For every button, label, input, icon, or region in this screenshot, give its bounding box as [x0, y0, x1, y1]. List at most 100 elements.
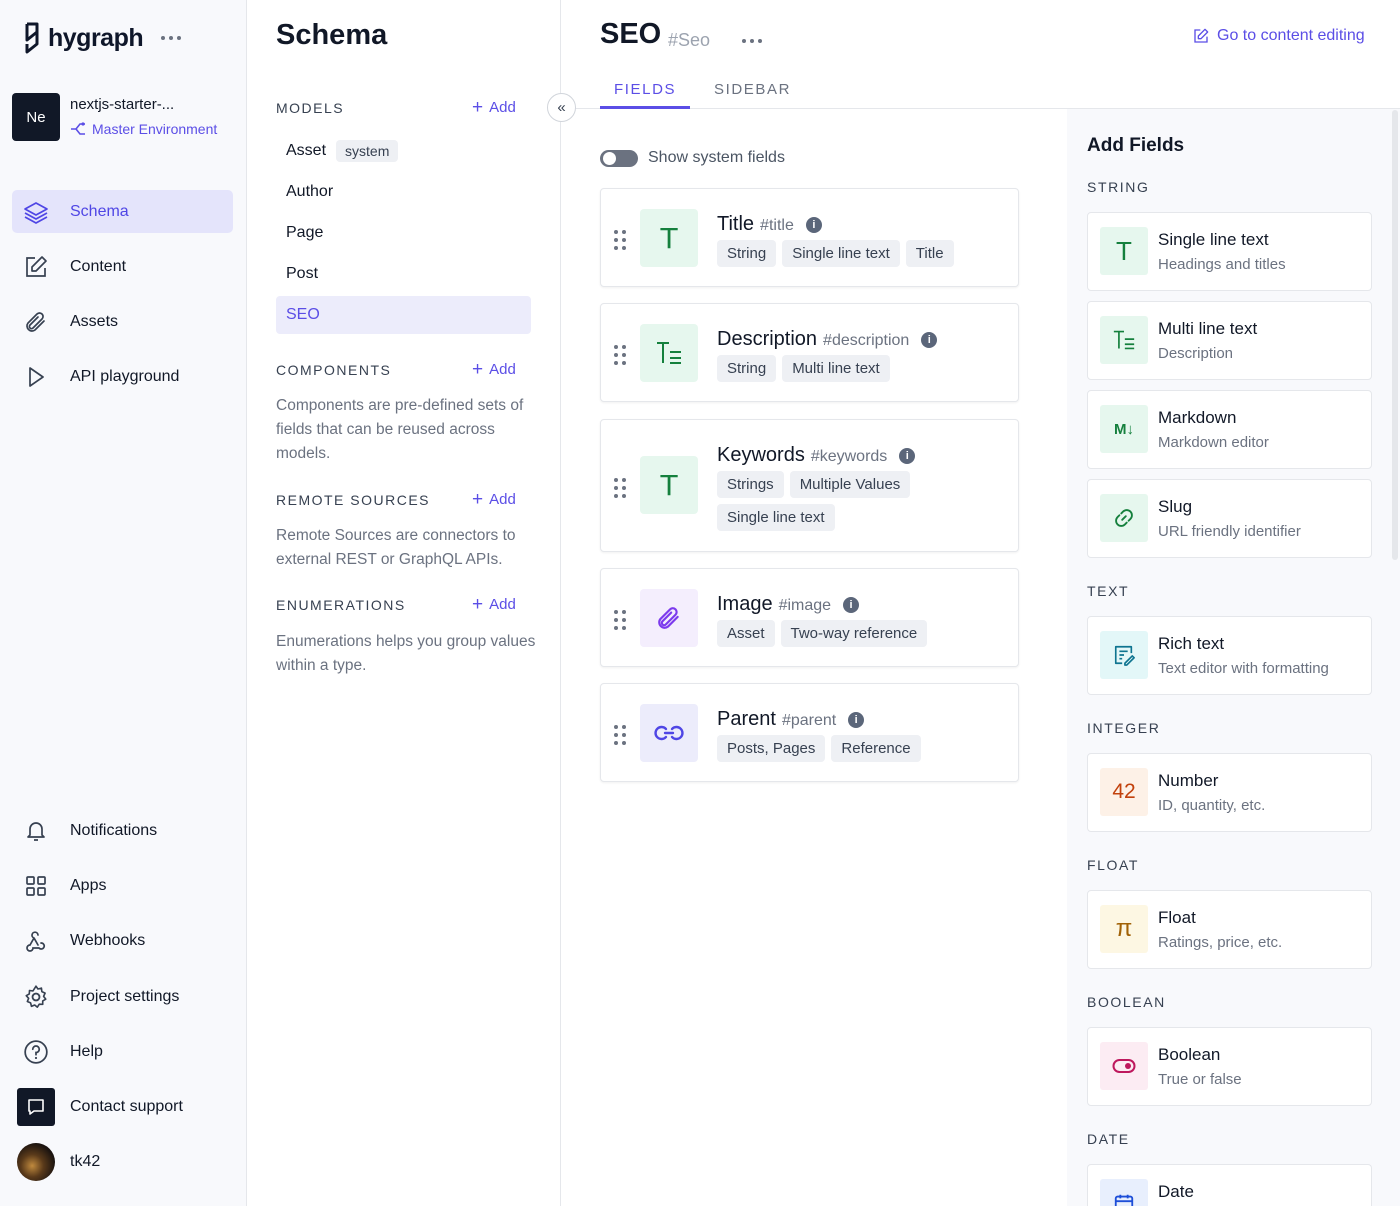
field-name-text: Description [717, 328, 818, 350]
project-name[interactable]: nextjs-starter-... [70, 96, 175, 113]
drag-handle-icon[interactable] [614, 478, 626, 498]
field-name-text: Parent [717, 708, 776, 730]
nav-item-contact-support[interactable]: Contact support [12, 1085, 233, 1128]
field-tag: Multiple Values [789, 471, 911, 498]
model-label: SEO [286, 306, 320, 323]
info-icon[interactable]: i [843, 597, 860, 613]
field-card-title[interactable]: T Title #title i String Single line text T… [600, 188, 1019, 287]
category-float: FLOAT [1087, 857, 1140, 873]
add-label: Add [489, 491, 516, 508]
multiline-text-icon [640, 324, 698, 382]
category-date: DATE [1087, 1131, 1130, 1147]
info-icon[interactable]: i [921, 332, 938, 348]
field-card-keywords[interactable]: T Keywords #keywords i Strings Multiple Va… [600, 419, 1019, 552]
environment-switcher[interactable]: Master Environment [70, 121, 217, 137]
plus-icon: + [472, 594, 484, 615]
add-field-multi-line-text[interactable]: Multi line text Description [1087, 301, 1372, 380]
field-api-id: #image [778, 597, 832, 614]
field-name-text: Image [717, 593, 773, 615]
nav-item-api-playground[interactable]: API playground [12, 355, 233, 398]
model-item-page[interactable]: Page [276, 214, 531, 252]
add-field-desc: Ratings, price, etc. [1158, 934, 1283, 951]
pi-icon: π [1100, 905, 1148, 953]
text-icon: T [640, 209, 698, 267]
add-remote-source-button[interactable]: + Add [472, 490, 516, 509]
add-field-number[interactable]: 42 Number ID, quantity, etc. [1087, 753, 1372, 832]
add-field-rich-text[interactable]: Rich text Text editor with formatting [1087, 616, 1372, 695]
drag-handle-icon[interactable] [614, 725, 626, 745]
model-item-seo[interactable]: SEO [276, 296, 531, 334]
add-model-button[interactable]: + Add [472, 98, 516, 117]
model-item-post[interactable]: Post [276, 255, 531, 293]
add-field-date[interactable]: Date [1087, 1164, 1372, 1206]
field-tag: Strings [717, 471, 784, 498]
apps-grid-icon [22, 872, 50, 900]
add-field-boolean[interactable]: Boolean True or false [1087, 1027, 1372, 1106]
add-fields-panel: Add Fields STRING T Single line text Hea… [1067, 109, 1400, 1206]
project-avatar[interactable]: Ne [12, 93, 60, 141]
layers-icon [22, 198, 50, 226]
tab-fields[interactable]: FIELDS [614, 81, 677, 98]
show-system-fields-toggle[interactable] [600, 150, 638, 167]
info-icon[interactable]: i [805, 217, 822, 233]
drag-handle-icon[interactable] [614, 610, 626, 630]
field-tags: String Multi line text [717, 355, 977, 382]
field-tag: Asset [717, 620, 775, 647]
model-item-asset[interactable]: Asset system [276, 132, 531, 170]
nav-item-notifications[interactable]: Notifications [12, 809, 233, 852]
field-tag: String [717, 355, 777, 382]
nav-item-content[interactable]: Content [12, 245, 233, 288]
hygraph-logo[interactable]: hygraph [22, 22, 182, 54]
schema-title: Schema [276, 19, 388, 51]
model-label: Post [286, 265, 319, 282]
enumerations-heading: ENUMERATIONS [276, 597, 406, 613]
add-enumeration-button[interactable]: + Add [472, 594, 516, 615]
environment-label: Master Environment [92, 121, 218, 137]
add-fields-scrollbar[interactable] [1392, 110, 1398, 560]
info-icon[interactable]: i [848, 712, 865, 728]
nav-item-assets[interactable]: Assets [12, 300, 233, 343]
more-icon[interactable] [742, 39, 762, 43]
nav-item-apps[interactable]: Apps [12, 864, 233, 907]
field-tags: String Single line text Title [717, 240, 1017, 267]
info-icon[interactable]: i [899, 448, 916, 464]
add-component-button[interactable]: + Add [472, 360, 516, 379]
go-to-content-editing-link[interactable]: Go to content editing [1193, 27, 1365, 45]
add-field-desc: Headings and titles [1158, 256, 1286, 273]
field-tag: Single line text [782, 240, 900, 267]
add-label: Add [489, 99, 516, 116]
category-integer: INTEGER [1087, 720, 1161, 736]
drag-handle-icon[interactable] [614, 230, 626, 250]
field-card-parent[interactable]: Parent #parent i Posts, Pages Reference [600, 683, 1019, 782]
add-field-slug[interactable]: Slug URL friendly identifier [1087, 479, 1372, 558]
drag-handle-icon[interactable] [614, 345, 626, 365]
tab-sidebar[interactable]: SIDEBAR [714, 81, 792, 98]
field-card-image[interactable]: Image #image i Asset Two-way reference [600, 568, 1019, 667]
calendar-icon [1100, 1179, 1148, 1206]
paperclip-icon [640, 589, 698, 647]
add-field-single-line-text[interactable]: T Single line text Headings and titles [1087, 212, 1372, 291]
link-icon [640, 704, 698, 762]
category-string: STRING [1087, 179, 1150, 195]
more-icon[interactable] [161, 36, 182, 40]
nav-item-user[interactable]: tk42 [12, 1140, 233, 1183]
collapse-sidebar-button[interactable]: « [547, 93, 576, 122]
field-api-id: #parent [781, 712, 837, 729]
system-badge: system [336, 140, 399, 162]
nav-item-project-settings[interactable]: Project settings [12, 975, 233, 1018]
nav-item-webhooks[interactable]: Webhooks [12, 919, 233, 962]
field-name: Image #image i [717, 593, 860, 616]
model-item-author[interactable]: Author [276, 173, 531, 211]
field-card-description[interactable]: Description #description i String Multi li… [600, 303, 1019, 402]
nav-item-schema[interactable]: Schema [12, 190, 233, 233]
models-heading: MODELS [276, 100, 345, 116]
field-name: Description #description i [717, 328, 938, 351]
field-tags: Posts, Pages Reference [717, 735, 977, 762]
add-field-float[interactable]: π Float Ratings, price, etc. [1087, 890, 1372, 969]
field-tag: Posts, Pages [717, 735, 826, 762]
nav-item-help[interactable]: Help [12, 1030, 233, 1073]
active-tab-indicator [600, 106, 690, 109]
field-tag: Two-way reference [780, 620, 928, 647]
add-field-markdown[interactable]: M↓ Markdown Markdown editor [1087, 390, 1372, 469]
edit-icon [22, 253, 50, 281]
